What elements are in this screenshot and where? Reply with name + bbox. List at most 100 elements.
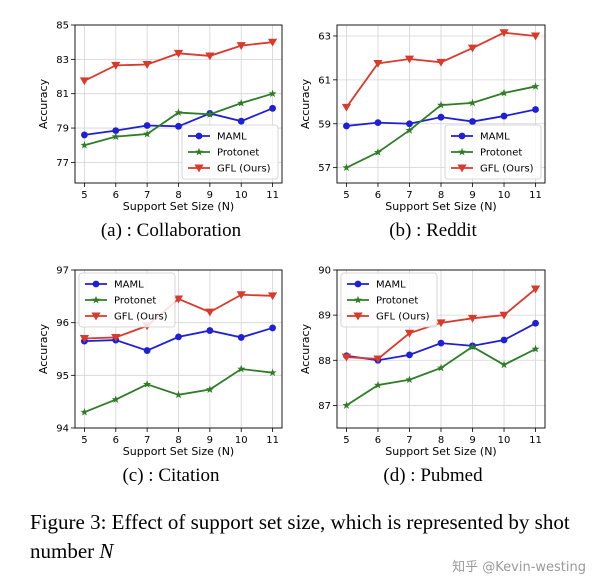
data-point	[437, 339, 445, 347]
legend-box	[78, 272, 176, 328]
data-point	[111, 333, 121, 342]
x-tick-label: 11	[529, 435, 542, 446]
panel-collaboration: 5 6 7 8 9 10 11 77 79 81 83 85 Support Set Size (N) A…	[37, 21, 283, 241]
data-point	[467, 44, 478, 53]
x-tick-label: 7	[406, 190, 412, 201]
legend-item-protonet: Protonet	[85, 296, 156, 307]
data-point	[267, 38, 278, 47]
series-protonet	[80, 89, 277, 149]
legend-box	[340, 272, 438, 328]
data-point	[499, 29, 509, 38]
data-point	[205, 110, 214, 118]
legend-box	[444, 124, 542, 180]
legend-item-gfl-ours: GFL (Ours)	[451, 164, 534, 175]
data-point	[530, 32, 541, 41]
series-maml	[81, 104, 276, 139]
legend-marker	[354, 295, 362, 304]
legend-item-maml: MAML	[347, 280, 406, 291]
y-axis-label: Accuracy	[37, 78, 50, 129]
series-protonet	[342, 82, 540, 172]
legend-item-protonet: Protonet	[451, 148, 522, 159]
x-tick-label: 5	[81, 435, 87, 446]
data-point	[80, 408, 89, 416]
data-point	[205, 52, 215, 61]
legend-label: MAML	[114, 280, 144, 291]
x-tick-label: 7	[144, 190, 150, 201]
data-point	[341, 353, 352, 362]
y-tick-label: 88	[318, 356, 331, 367]
series-gfl-ours	[79, 38, 278, 86]
data-point	[142, 61, 152, 69]
data-point	[237, 364, 246, 373]
data-point	[237, 117, 245, 125]
data-point	[406, 120, 413, 128]
x-tick-label: 11	[266, 435, 279, 446]
data-point	[469, 118, 476, 125]
legend-item-gfl-ours: GFL (Ours)	[188, 164, 271, 175]
legend-label: MAML	[480, 132, 510, 143]
x-tick-label: 8	[175, 435, 181, 446]
y-tick-label: 87	[318, 401, 331, 412]
legend-label: GFL (Ours)	[376, 312, 430, 323]
data-point	[532, 319, 539, 327]
series-protonet	[342, 342, 540, 409]
data-point	[79, 77, 90, 86]
legend-marker	[195, 132, 203, 140]
x-tick-label: 8	[175, 190, 181, 201]
data-point	[173, 49, 184, 58]
legend-label: Protonet	[114, 296, 156, 307]
data-point	[269, 104, 276, 112]
data-point	[500, 336, 508, 344]
data-point	[173, 295, 184, 304]
y-tick-label: 61	[318, 75, 331, 86]
series-maml	[343, 106, 539, 130]
data-point	[437, 100, 445, 109]
legend-marker	[92, 280, 100, 288]
subcaption: (c) : Citation	[122, 465, 220, 486]
series-gfl-ours	[79, 291, 278, 343]
legend-item-protonet: Protonet	[347, 296, 418, 307]
x-tick-label: 11	[266, 190, 279, 201]
data-point	[268, 368, 277, 377]
legend-item-gfl-ours: GFL (Ours)	[347, 312, 430, 323]
y-tick-label: 89	[318, 311, 331, 322]
x-tick-label: 9	[469, 435, 475, 446]
data-point	[236, 291, 246, 300]
data-point	[405, 126, 414, 134]
data-point	[374, 119, 382, 127]
data-point	[343, 122, 350, 130]
legend-marker	[458, 147, 466, 156]
data-point	[437, 113, 445, 121]
x-tick-label: 6	[375, 435, 381, 446]
data-point	[81, 131, 88, 139]
data-point	[79, 335, 90, 343]
x-tick-label: 8	[438, 435, 444, 446]
legend-item-gfl-ours: GFL (Ours)	[85, 312, 168, 323]
legend-label: Protonet	[376, 296, 418, 307]
data-point	[111, 132, 120, 141]
data-point	[468, 98, 477, 107]
data-point	[531, 344, 540, 353]
x-tick-label: 9	[207, 435, 213, 446]
x-tick-label: 6	[113, 435, 119, 446]
y-tick-label: 94	[56, 424, 69, 435]
data-point	[143, 122, 151, 129]
figure-caption-text: Figure 3: Effect of support set size, wh…	[30, 510, 570, 563]
legend: MAML Protonet GFL (Ours)	[181, 124, 279, 180]
legend-label: Protonet	[480, 148, 522, 159]
legend-label: Protonet	[217, 148, 259, 159]
data-point	[342, 163, 351, 172]
data-point	[500, 112, 508, 120]
x-tick-label: 8	[438, 190, 444, 201]
data-point	[436, 58, 446, 67]
data-point	[341, 103, 352, 112]
data-point	[373, 380, 382, 389]
subcaption: (b) : Reddit	[389, 220, 477, 241]
data-point	[500, 88, 509, 97]
data-point	[175, 122, 182, 130]
y-tick-label: 59	[318, 119, 331, 130]
y-tick-label: 79	[56, 124, 69, 135]
y-tick-label: 95	[56, 371, 69, 382]
x-tick-label: 11	[529, 190, 542, 201]
